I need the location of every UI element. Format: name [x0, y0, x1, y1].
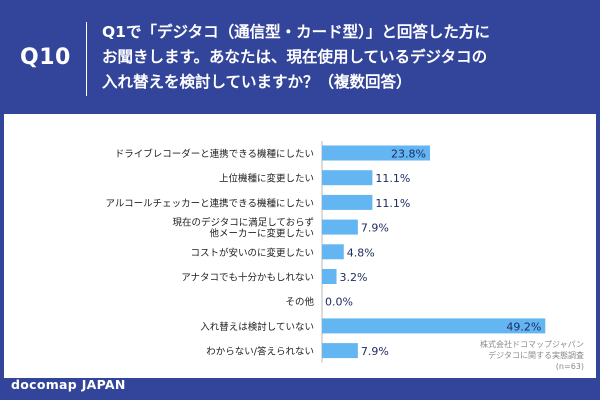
source-line: デジタコに関する実態調査 [488, 351, 584, 360]
category-label: アナタコでも十分かもしれない [181, 272, 314, 284]
value-label: 11.1% [375, 172, 410, 185]
category-label: 現在のデジタコに満足しておらず [172, 217, 314, 229]
bar [322, 219, 358, 235]
category-label: わからない/答えられない [206, 346, 314, 358]
source-note: 株式会社ドコマップジャパン デジタコに関する実態調査 (n=63) [384, 339, 584, 372]
value-label: 7.9% [361, 222, 389, 235]
question-line: お聞きします。あなたは、現在使用しているデジタコの [102, 48, 488, 66]
category-label: 他メーカーに変更したい [209, 228, 314, 240]
category-label: アルコールチェッカーと連携できる機種にしたい [105, 197, 314, 209]
bar-chart: ドライブレコーダーと連携できる機種にしたい 23.8% 上位機種に変更したい 11.1… [105, 141, 546, 363]
value-label: 49.2% [506, 320, 541, 333]
bar [322, 343, 358, 359]
bar [322, 244, 344, 260]
category-label: 上位機種に変更したい [219, 173, 314, 185]
value-label: 3.2% [340, 271, 368, 284]
question-line: Q1で「デジタコ（通信型・カード型）」と回答した方に [102, 23, 490, 41]
value-label: 11.1% [375, 197, 410, 210]
value-label: 4.8% [347, 246, 375, 259]
question-text: Q1で「デジタコ（通信型・カード型）」と回答した方に お聞きします。あなたは、現… [102, 20, 582, 95]
question-number: Q10 [20, 45, 71, 70]
chart-panel [4, 114, 596, 379]
value-label: 0.0% [325, 296, 353, 309]
source-line: (n=63) [555, 362, 584, 371]
category-label: その他 [285, 296, 314, 308]
value-label: 23.8% [391, 148, 426, 161]
category-label: 入れ替えは検討していない [200, 321, 314, 333]
bar [322, 170, 373, 186]
bar [322, 145, 431, 161]
question-line: 入れ替えを検討していますか？（複数回答） [102, 73, 412, 91]
value-label: 7.9% [361, 345, 389, 358]
bar [322, 194, 373, 210]
header: Q10 Q1で「デジタコ（通信型・カード型）」と回答した方に お聞きします。あな… [0, 0, 600, 112]
category-label: ドライブレコーダーと連携できる機種にしたい [115, 148, 314, 160]
category-label: コストが安いのに変更したい [190, 247, 314, 259]
source-line: 株式会社ドコマップジャパン [480, 340, 584, 349]
footer-bar [0, 378, 600, 400]
bar [322, 318, 546, 334]
header-divider [86, 22, 87, 96]
brand-logo: docomap JAPAN [11, 377, 126, 392]
bar [322, 269, 337, 284]
